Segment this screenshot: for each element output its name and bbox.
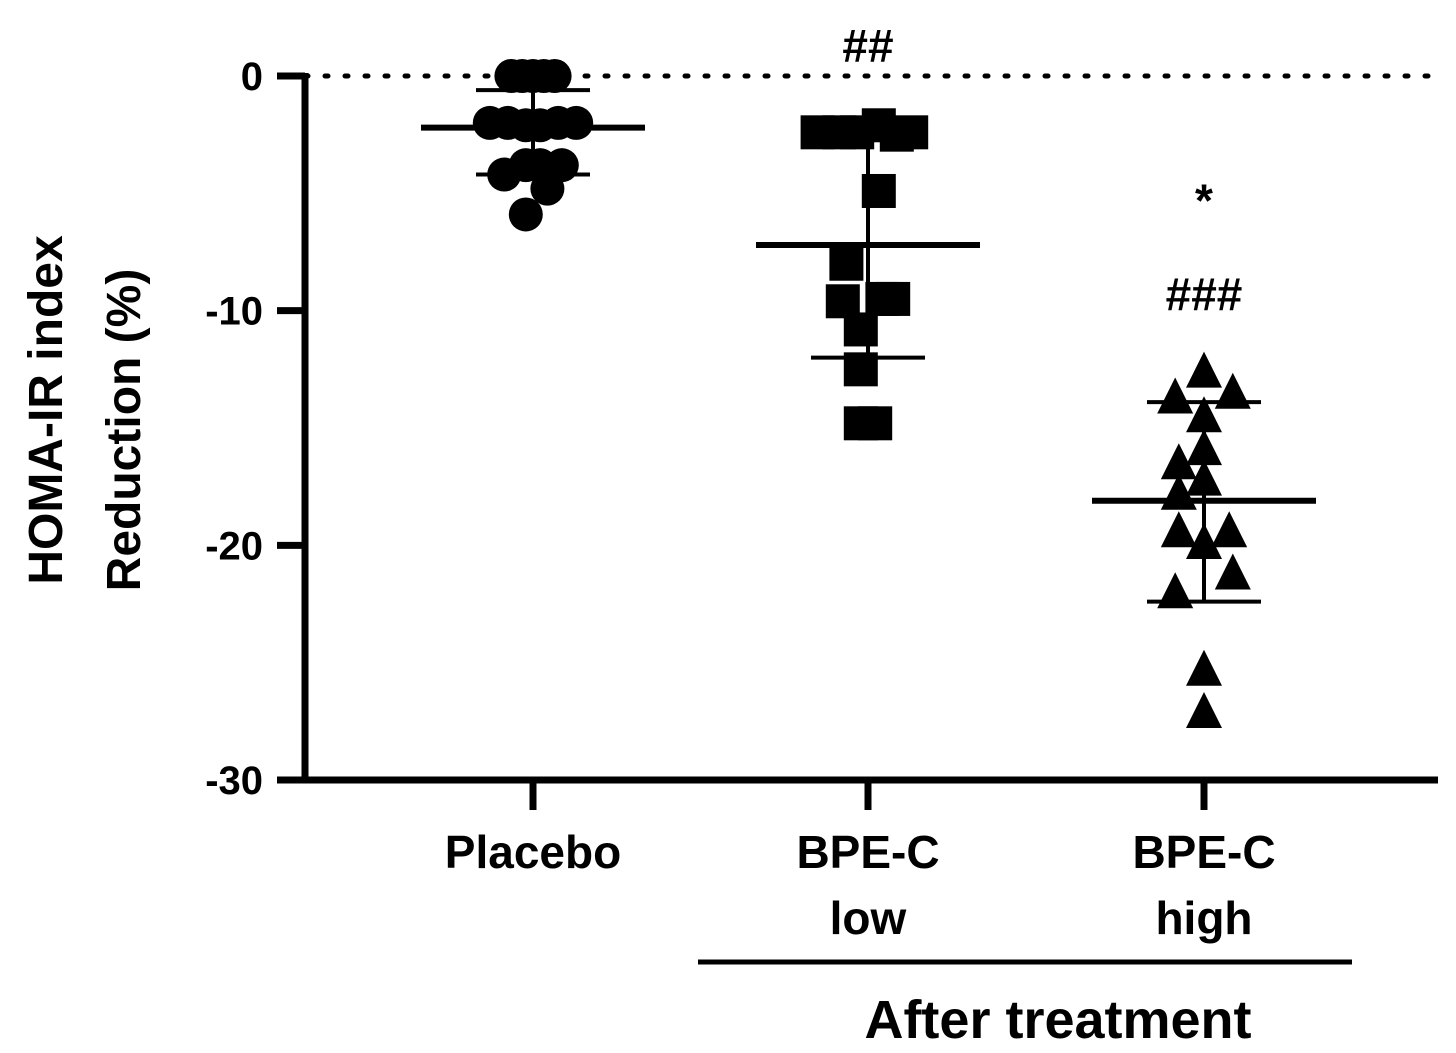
data-point-triangle: [1186, 459, 1222, 496]
y-tick-label: 0: [241, 55, 263, 99]
data-point-triangle: [1214, 553, 1251, 590]
data-point-triangle: [1186, 429, 1222, 466]
data-point-triangle: [1157, 377, 1194, 414]
x-category-label: BPE-C: [1132, 826, 1275, 878]
y-ticks: 0 -10 -20 -30: [205, 55, 305, 803]
x-category-label-line2: low: [830, 892, 907, 944]
x-category-labels: Placebo BPE-C low BPE-C high: [445, 780, 1276, 944]
data-point-triangle: [1186, 522, 1222, 559]
data-point-triangle: [1186, 351, 1222, 388]
significance-marker: ###: [1166, 268, 1243, 320]
x-category-label: BPE-C: [796, 826, 939, 878]
data-point-triangle: [1160, 443, 1197, 480]
data-point-triangle: [1186, 396, 1222, 433]
data-point-square: [876, 281, 911, 316]
data-point-triangle: [1160, 473, 1197, 510]
significance-annotations: ## * ###: [842, 19, 1242, 320]
data-point-circle: [559, 105, 594, 140]
y-tick-label: -30: [205, 759, 263, 803]
y-tick-label: -20: [205, 524, 263, 568]
data-point-square: [829, 246, 864, 281]
y-axis-label-line2: Reduction (%): [98, 269, 151, 592]
data-point-square: [858, 406, 893, 441]
data-point-triangle: [1186, 649, 1222, 686]
data-point-circle: [537, 59, 572, 93]
data-point-triangle: [1214, 372, 1251, 409]
data-point-circle: [530, 171, 565, 206]
group-bracket: After treatment: [698, 959, 1352, 1050]
significance-marker: ##: [842, 19, 893, 71]
group-label: After treatment: [864, 990, 1251, 1050]
data-point-circle: [508, 197, 543, 232]
y-axis-label: HOMA-IR index Reduction (%): [20, 235, 151, 591]
x-category-label-line2: high: [1155, 892, 1252, 944]
x-category-label: Placebo: [445, 826, 621, 878]
data-points: [472, 59, 1251, 728]
data-point-square: [843, 352, 878, 387]
data-point-square: [861, 173, 896, 208]
y-axis-label-line1: HOMA-IR index: [20, 235, 73, 585]
data-point-triangle: [1160, 511, 1197, 548]
significance-marker: *: [1195, 174, 1213, 226]
data-point-triangle: [1186, 691, 1222, 728]
data-point-triangle: [1157, 572, 1194, 609]
data-point-triangle: [1211, 511, 1248, 548]
data-point-square: [843, 312, 878, 347]
y-tick-label: -10: [205, 290, 263, 334]
data-point-circle: [494, 59, 529, 93]
data-point-square: [894, 115, 929, 150]
